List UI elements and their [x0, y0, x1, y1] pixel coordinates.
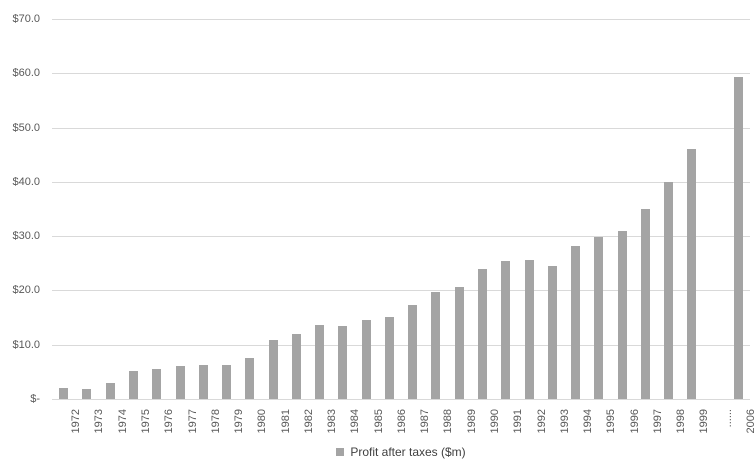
bar-1989	[454, 287, 464, 399]
bar-1994	[571, 245, 580, 399]
bar-1972	[59, 387, 69, 399]
bar-1998	[664, 181, 674, 399]
bar-1981	[268, 340, 278, 399]
bar-1996	[617, 230, 627, 399]
bar-1978	[198, 365, 208, 399]
gridline	[52, 182, 750, 183]
chart-legend: Profit after taxes ($m)	[52, 442, 750, 462]
y-axis-tick-label: $30.0	[12, 230, 40, 242]
bar-1993	[547, 266, 557, 399]
y-axis-tick-label: $40.0	[12, 176, 40, 188]
bar-1986	[384, 316, 394, 399]
bar-1982	[291, 334, 301, 399]
bar-1988	[431, 292, 441, 399]
bar-2006	[733, 77, 743, 399]
bar-1997	[640, 209, 650, 399]
bar-1987	[408, 305, 418, 399]
bar-1983	[315, 324, 325, 399]
bar-1990	[477, 269, 487, 399]
bar-1974	[105, 382, 115, 399]
y-axis-tick-label: $10.0	[12, 339, 40, 351]
bar-1991	[501, 261, 511, 399]
bar-1975	[128, 371, 138, 399]
bar-1985	[361, 319, 371, 399]
bar-1976	[152, 368, 162, 399]
gridline	[52, 290, 750, 291]
gridline	[52, 19, 750, 20]
gridline	[52, 236, 750, 237]
legend-label: Profit after taxes ($m)	[350, 445, 466, 459]
gridline	[52, 399, 750, 400]
y-axis-tick-label: $60.0	[12, 67, 40, 79]
bar-1984	[338, 326, 348, 399]
y-axis-tick-label: $70.0	[12, 13, 40, 25]
y-axis-tick-label: $20.0	[12, 284, 40, 296]
bar-1979	[222, 364, 231, 399]
bar-1980	[245, 358, 255, 399]
gridline	[52, 73, 750, 74]
bar-1999	[687, 149, 697, 399]
bar-1973	[82, 388, 92, 399]
gridline	[52, 345, 750, 346]
legend-square-icon	[336, 448, 345, 456]
bar-1995	[594, 237, 604, 399]
y-axis-tick-label: $-	[30, 393, 40, 405]
y-axis-tick-label: $50.0	[12, 122, 40, 134]
gridline	[52, 128, 750, 129]
bar-1992	[524, 260, 534, 399]
bar-1977	[175, 365, 185, 399]
